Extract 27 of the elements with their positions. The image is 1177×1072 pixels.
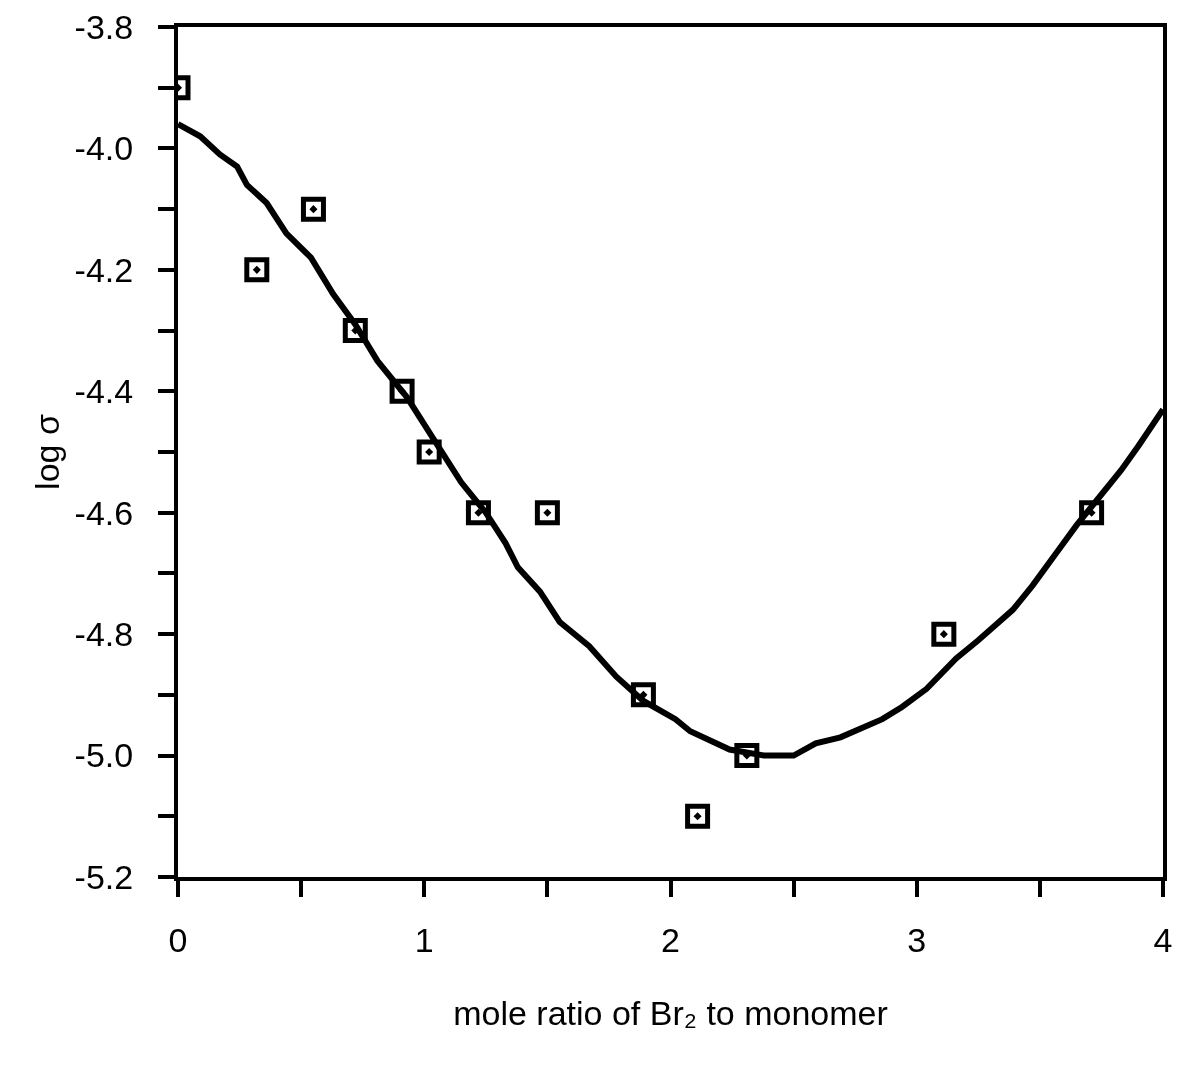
x-tick-label: 0 bbox=[168, 920, 188, 959]
point bbox=[389, 378, 415, 404]
y-axis-title: log σ bbox=[27, 414, 66, 490]
point bbox=[534, 500, 560, 526]
x-tick-label: 2 bbox=[661, 920, 680, 959]
point bbox=[465, 500, 491, 526]
point bbox=[342, 318, 368, 344]
y-tick-label: -4.2 bbox=[74, 250, 134, 289]
y-tick-label: -4.6 bbox=[74, 493, 134, 532]
point bbox=[931, 621, 957, 647]
y-tick-label: -4.4 bbox=[74, 372, 134, 411]
point bbox=[244, 257, 270, 283]
x-axis-title: mole ratio of Br₂ to monomer bbox=[453, 993, 888, 1032]
point bbox=[630, 682, 656, 708]
y-tick-label: -5.0 bbox=[74, 736, 134, 775]
x-tick-label: 4 bbox=[1153, 920, 1173, 959]
point bbox=[1079, 500, 1105, 526]
y-tick-label: -3.8 bbox=[74, 7, 134, 46]
point bbox=[685, 803, 711, 829]
point bbox=[734, 743, 760, 769]
x-tick-label: 1 bbox=[414, 920, 434, 959]
point bbox=[300, 196, 326, 222]
point bbox=[416, 439, 442, 465]
y-tick-label: -5.2 bbox=[74, 857, 134, 896]
y-tick-label: -4.8 bbox=[74, 615, 134, 654]
x-tick-label: 3 bbox=[907, 920, 927, 959]
y-tick-label: -4.0 bbox=[74, 129, 134, 168]
